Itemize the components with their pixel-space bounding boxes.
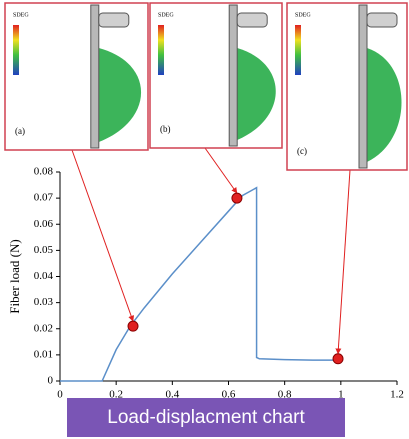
y-tick-label: 0 [48,375,54,387]
grip [237,13,267,27]
x-tick-label: 0 [57,389,63,401]
legend-title: SDEG [295,12,311,18]
y-tick-label: 0.02 [34,322,53,334]
inset-label: (c) [297,146,307,156]
arrow [72,150,133,321]
highlight-point [232,193,242,203]
fiber-plate [359,5,367,168]
x-tick-label: 1.2 [390,389,404,401]
y-tick-label: 0.07 [34,192,54,204]
fiber-plate [91,5,99,148]
legend-bar [13,25,19,75]
legend-bar [295,25,301,75]
arrow [338,170,350,354]
highlight-point [128,321,138,331]
grip [99,13,129,27]
legend-title: SDEG [13,12,29,18]
arrow [205,148,237,193]
highlight-point [333,354,343,364]
grip [367,13,397,27]
y-tick-label: 0.05 [34,244,54,256]
legend-title: SDEG [158,12,174,18]
y-tick-label: 0.01 [34,348,53,360]
chart: 00.010.020.030.040.050.060.070.0800.20.4… [0,0,409,439]
fiber-plate [229,5,237,146]
y-tick-label: 0.03 [34,296,54,308]
y-tick-label: 0.06 [34,218,54,230]
inset-label: (b) [160,124,171,134]
line-series [60,188,341,381]
legend-bar [158,25,164,75]
caption: Load-displacment chart [107,407,305,428]
inset-label: (a) [15,126,25,136]
y-tick-label: 0.08 [34,166,54,178]
y-tick-label: 0.04 [34,270,54,282]
y-axis-label: Fiber load (N) [7,239,22,313]
